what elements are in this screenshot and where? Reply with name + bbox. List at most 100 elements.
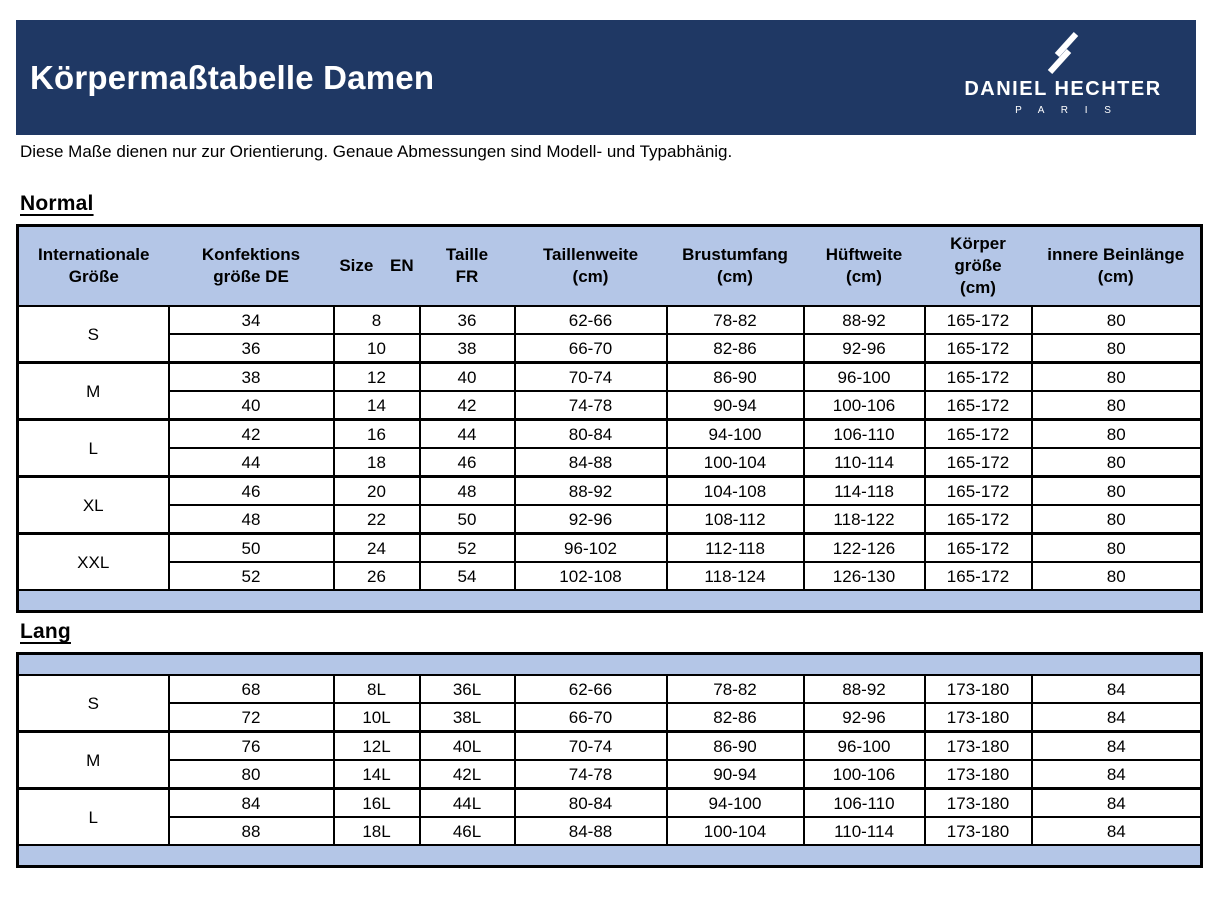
column-header: Size EN	[333, 225, 420, 307]
table-cell: 44L	[418, 787, 516, 818]
blue-band	[17, 653, 1202, 676]
table-cell: 40	[418, 361, 516, 392]
table-cell: 165-172	[923, 561, 1033, 591]
table-cell: 173-180	[923, 787, 1033, 818]
table-cell: 173-180	[923, 730, 1033, 761]
table-cell: 80	[1030, 361, 1203, 392]
table-cell: 16	[332, 418, 421, 449]
table-cell: 42	[167, 418, 335, 449]
size-group-cell: XXL	[16, 532, 170, 591]
table-cell: 52	[167, 561, 335, 591]
brand-city: P A R I S	[1015, 105, 1118, 116]
column-header: Konfektions größe DE	[168, 225, 334, 307]
table-cell: 173-180	[923, 759, 1033, 790]
table-cell: 118-122	[802, 504, 926, 535]
table-cell: 84	[1030, 702, 1203, 733]
table-cell: 52	[418, 532, 516, 563]
table-row: 40 14 42 74-78 90-94 100-106 165-172 80	[18, 390, 1203, 421]
table-cell: 46	[418, 447, 516, 478]
table-row: M 38 12 40 70-74 86-90 96-100 165-172 80	[16, 361, 1203, 421]
table-cell: 48	[167, 504, 335, 535]
table-row: L 42 16 44 80-84 94-100 106-110 165-172 80	[16, 418, 1203, 478]
table-cell: 92-96	[802, 702, 926, 733]
table-cell: 102-108	[513, 561, 668, 591]
table-row: 80 14L 42L 74-78 90-94 100-106 173-180 84	[18, 759, 1203, 790]
table-cell: 110-114	[802, 447, 926, 478]
table-cell: 84	[1030, 816, 1203, 846]
brand-name: DANIEL HECHTER	[964, 78, 1162, 100]
table-cell: 50	[167, 532, 335, 563]
table-cell: 165-172	[923, 361, 1033, 392]
table-cell: 84	[1030, 674, 1203, 704]
size-group-cell: L	[16, 787, 170, 846]
table-cell: 173-180	[923, 702, 1033, 733]
size-table-normal: Internationale Größe Konfektions größe DE Si…	[16, 224, 1203, 613]
table-cell: 94-100	[665, 418, 805, 449]
disclaimer-text: Diese Maße dienen nur zur Orientierung. …	[20, 142, 733, 161]
table-cell: 88	[167, 816, 335, 846]
table-cell: 96-100	[802, 730, 926, 761]
table-cell: 8	[332, 305, 421, 335]
table-cell: 100-106	[802, 759, 926, 790]
table-row: 88 18L 46L 84-88 100-104 110-114 173-180 84	[18, 816, 1203, 846]
table-row: 72 10L 38L 66-70 82-86 92-96 173-180 84	[18, 702, 1203, 733]
table-cell: 165-172	[923, 504, 1033, 535]
table-cell: 42L	[418, 759, 516, 790]
blue-band	[17, 844, 1202, 867]
table-row: 48 22 50 92-96 108-112 118-122 165-172 80	[18, 504, 1203, 535]
table-cell: 70-74	[513, 730, 668, 761]
table-cell: 12	[332, 361, 421, 392]
table-cell: 88-92	[802, 305, 926, 335]
table-cell: 74-78	[513, 759, 668, 790]
table-cell: 46L	[418, 816, 516, 846]
table-cell: 66-70	[513, 333, 668, 364]
table-cell: 106-110	[802, 418, 926, 449]
table-cell: 44	[418, 418, 516, 449]
table-cell: 84	[1030, 787, 1203, 818]
table-row: XXL 50 24 52 96-102 112-118 122-126 165-172 80	[16, 532, 1203, 591]
table-cell: 48	[418, 475, 516, 506]
section-heading-lang: Lang	[20, 620, 71, 643]
table-cell: 100-106	[802, 390, 926, 421]
section-heading-normal: Normal	[20, 192, 94, 215]
table-cell: 26	[332, 561, 421, 591]
table-cell: 80	[1030, 532, 1203, 563]
table-cell: 36L	[418, 674, 516, 704]
table-cell: 86-90	[665, 730, 805, 761]
size-group-cell: S	[16, 674, 170, 733]
table-cell: 20	[332, 475, 421, 506]
table-cell: 88-92	[802, 674, 926, 704]
table-cell: 94-100	[665, 787, 805, 818]
table-cell: 38	[418, 333, 516, 364]
table-cell: 80	[1030, 305, 1203, 335]
header-banner: Körpermaßtabelle Damen DANIEL HECHTER P …	[16, 20, 1196, 135]
table-cell: 80	[1030, 447, 1203, 478]
table-cell: 80	[1030, 390, 1203, 421]
blue-band	[17, 589, 1202, 612]
page-title: Körpermaßtabelle Damen	[30, 58, 435, 96]
table-cell: 62-66	[513, 305, 668, 335]
table-cell: 44	[167, 447, 335, 478]
table-cell: 66-70	[513, 702, 668, 733]
table-footer-band	[17, 589, 1202, 612]
table-cell: 96-102	[513, 532, 668, 563]
table-cell: 24	[332, 532, 421, 563]
size-group-cell: S	[16, 305, 170, 364]
table-cell: 165-172	[923, 532, 1033, 563]
size-group-cell: M	[16, 361, 170, 421]
table-cell: 36	[418, 305, 516, 335]
table-cell: 40	[167, 390, 335, 421]
table-cell: 165-172	[923, 475, 1033, 506]
table-cell: 118-124	[665, 561, 805, 591]
column-header: Hüftweite (cm)	[803, 225, 925, 307]
table-header-row: Internationale Größe Konfektions größe DE Si…	[17, 225, 1202, 307]
table-cell: 10L	[332, 702, 421, 733]
table-cell: 16L	[332, 787, 421, 818]
table-cell: 114-118	[802, 475, 926, 506]
table-cell: 34	[167, 305, 335, 335]
table-cell: 50	[418, 504, 516, 535]
table-cell: 88-92	[513, 475, 668, 506]
column-header: Taille FR	[419, 225, 515, 307]
table-row: XL 46 20 48 88-92 104-108 114-118 165-172 80	[16, 475, 1203, 535]
table-cell: 86-90	[665, 361, 805, 392]
